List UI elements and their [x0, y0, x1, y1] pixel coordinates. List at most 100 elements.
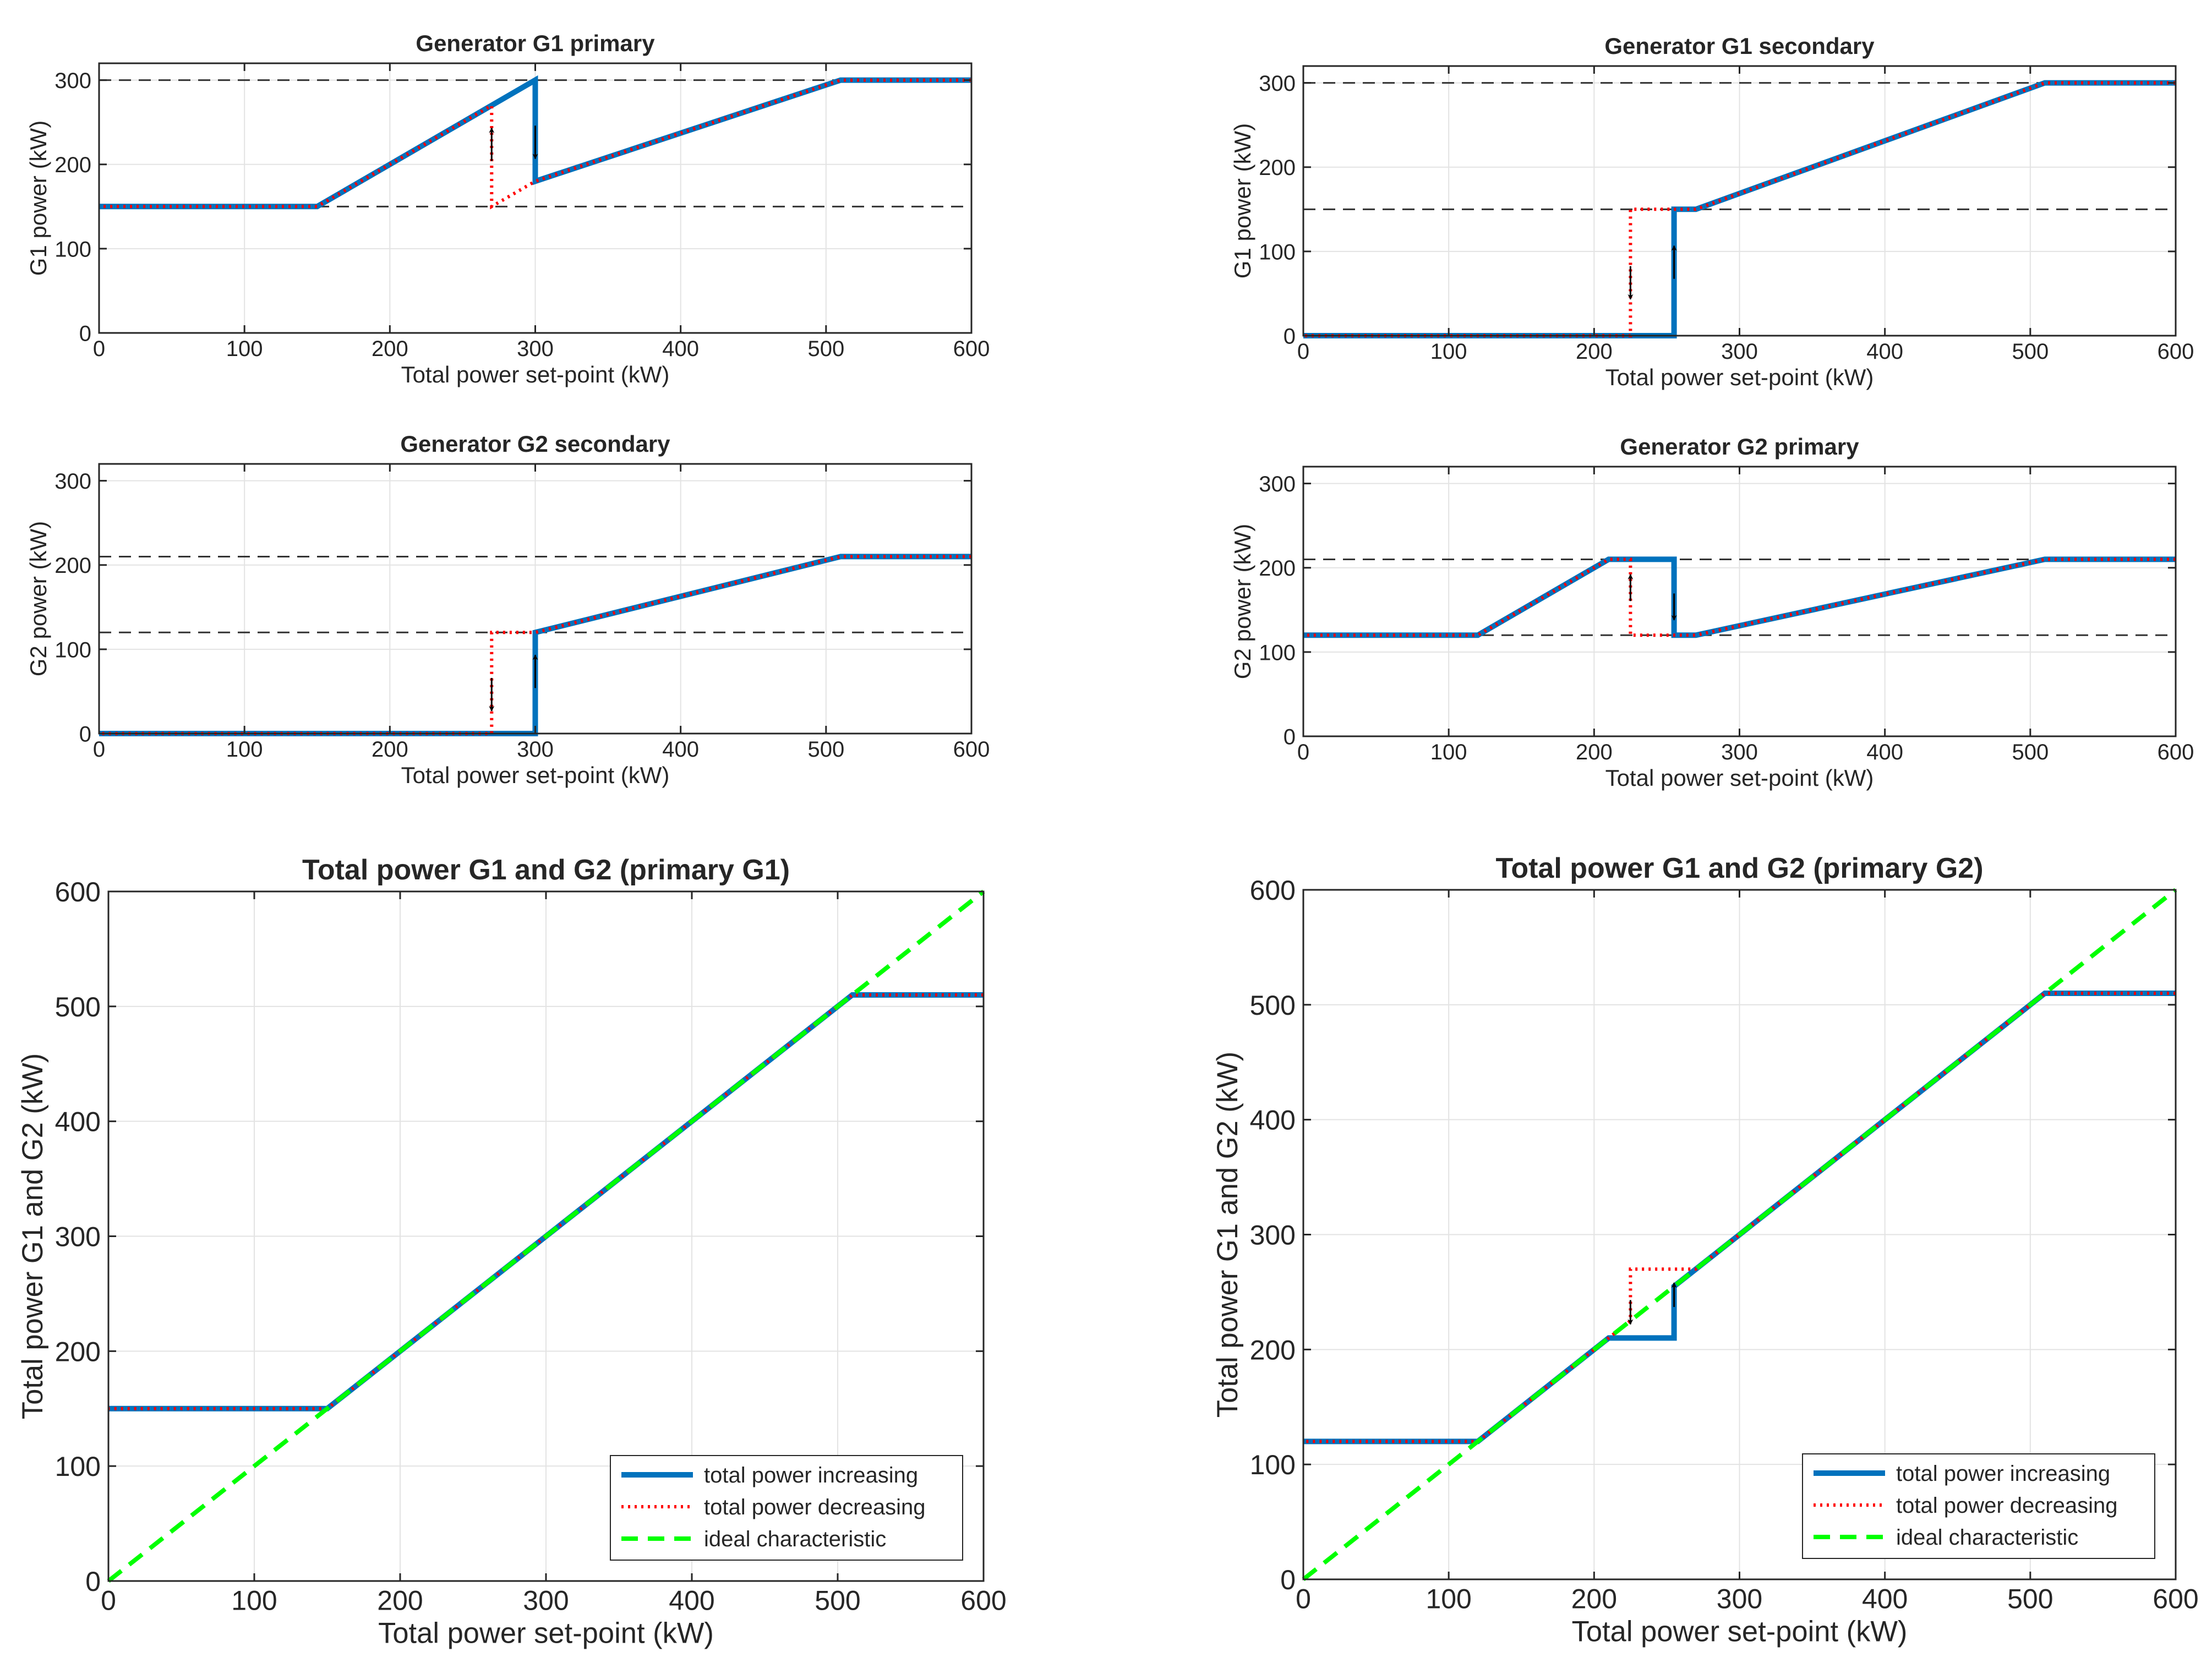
y-tick-label: 500 — [1250, 990, 1296, 1021]
x-tick-label: 400 — [662, 737, 699, 762]
x-tick-label: 600 — [2158, 740, 2194, 764]
x-tick-label: 300 — [1717, 1584, 1762, 1615]
chart-6: 0 100 200 300 400 500 600 0 100 200 300 400 500 600 To… — [1211, 852, 2199, 1648]
y-tick-label: 600 — [55, 877, 101, 907]
chart-2: 0 100 200 300 400 500 600 0 100 200 300 Generator G… — [1230, 33, 2194, 390]
x-axis-label: Total power set-point (kW) — [401, 762, 670, 788]
x-tick-label: 0 — [1296, 1584, 1311, 1615]
y-tick-label: 600 — [1250, 875, 1296, 906]
x-tick-label: 200 — [372, 737, 408, 762]
y-axis-label: Total power G1 and G2 (kW) — [17, 1053, 49, 1419]
y-axis-label: G1 power (kW) — [25, 121, 51, 276]
x-tick-label: 300 — [1721, 340, 1758, 364]
x-tick-label: 0 — [93, 337, 105, 361]
y-tick-label: 0 — [79, 722, 91, 746]
chart-3: 0 100 200 300 400 500 600 0 100 200 300 Generator G… — [25, 431, 990, 788]
x-tick-label: 400 — [662, 337, 699, 361]
x-tick-label: 600 — [953, 737, 990, 762]
x-tick-label: 200 — [1576, 340, 1613, 364]
y-tick-label: 300 — [54, 469, 91, 494]
series-ideal-characteristic — [1302, 888, 2177, 1582]
chart-title: Total power G1 and G2 (primary G2) — [1495, 852, 1983, 884]
y-tick-label: 200 — [1259, 556, 1296, 581]
y-axis-label: G2 power (kW) — [25, 521, 51, 676]
y-tick-label: 100 — [1250, 1449, 1296, 1480]
x-tick-label: 200 — [1571, 1584, 1617, 1615]
y-axis-label: G2 power (kW) — [1230, 524, 1255, 679]
x-tick-label: 300 — [523, 1585, 569, 1616]
legend-label: total power increasing — [704, 1463, 918, 1487]
x-axis-label: Total power set-point (kW) — [401, 362, 670, 387]
y-tick-label: 200 — [1250, 1334, 1296, 1365]
x-tick-label: 600 — [953, 337, 990, 361]
chart-title: Generator G2 secondary — [400, 431, 670, 457]
chart-1: 0 100 200 300 400 500 600 0 100 200 300 Generator G… — [25, 30, 990, 387]
x-tick-label: 300 — [517, 737, 554, 762]
y-tick-label: 200 — [54, 554, 91, 578]
x-tick-label: 0 — [1297, 740, 1309, 764]
chart-4: 0 100 200 300 400 500 600 0 100 200 300 Generator G… — [1230, 434, 2194, 791]
y-axis-label: Total power G1 and G2 (kW) — [1211, 1052, 1244, 1418]
y-tick-label: 100 — [54, 638, 91, 662]
series-total-power-decreasing — [99, 78, 971, 210]
x-tick-label: 500 — [807, 337, 844, 361]
legend: total power increasing total power decrea… — [610, 1455, 963, 1561]
legend-label: ideal characteristic — [1896, 1525, 2078, 1550]
y-tick-label: 100 — [54, 237, 91, 261]
x-tick-label: 500 — [815, 1585, 860, 1616]
x-axis-label: Total power set-point (kW) — [1605, 765, 1874, 791]
y-tick-label: 0 — [1280, 1564, 1296, 1595]
y-tick-label: 300 — [55, 1222, 101, 1252]
x-tick-label: 600 — [2158, 340, 2194, 364]
x-tick-label: 100 — [226, 737, 263, 762]
y-tick-label: 0 — [1283, 725, 1296, 749]
x-tick-label: 100 — [226, 337, 263, 361]
x-tick-label: 600 — [960, 1585, 1006, 1616]
x-axis-label: Total power set-point (kW) — [378, 1617, 714, 1650]
y-tick-label: 300 — [1259, 472, 1296, 496]
x-tick-label: 0 — [101, 1585, 116, 1616]
y-tick-label: 500 — [55, 992, 101, 1022]
x-tick-label: 400 — [1866, 740, 1903, 764]
legend-label: total power decreasing — [1896, 1494, 2117, 1518]
chart-title: Total power G1 and G2 (primary G1) — [302, 854, 790, 886]
y-tick-label: 400 — [55, 1107, 101, 1137]
y-tick-label: 200 — [1259, 156, 1296, 180]
y-tick-label: 100 — [55, 1451, 101, 1482]
legend: total power increasing total power decrea… — [1802, 1453, 2155, 1559]
x-tick-label: 100 — [1430, 340, 1467, 364]
y-tick-label: 300 — [54, 69, 91, 93]
y-tick-label: 200 — [54, 153, 91, 177]
legend-label: total power decreasing — [704, 1495, 925, 1519]
x-axis-label: Total power set-point (kW) — [1572, 1616, 1908, 1648]
x-tick-label: 100 — [1430, 740, 1467, 764]
x-tick-label: 500 — [807, 737, 844, 762]
x-tick-label: 300 — [1721, 740, 1758, 764]
x-tick-label: 200 — [377, 1585, 423, 1616]
chart-5: 0 100 200 300 400 500 600 0 100 200 300 400 500 600 To… — [17, 854, 1007, 1650]
y-tick-label: 200 — [55, 1336, 101, 1367]
chart-title: Generator G1 primary — [416, 30, 655, 56]
y-tick-label: 0 — [85, 1566, 101, 1597]
y-tick-label: 0 — [1283, 324, 1296, 348]
chart-title: Generator G2 primary — [1620, 434, 1859, 459]
x-tick-label: 100 — [231, 1585, 277, 1616]
x-tick-label: 0 — [93, 737, 105, 762]
y-tick-label: 100 — [1259, 240, 1296, 264]
x-tick-label: 100 — [1425, 1584, 1471, 1615]
x-tick-label: 200 — [372, 337, 408, 361]
x-tick-label: 0 — [1297, 340, 1309, 364]
series-ideal-characteristic — [107, 889, 985, 1583]
x-tick-label: 400 — [1866, 340, 1903, 364]
x-tick-label: 400 — [669, 1585, 714, 1616]
y-tick-label: 300 — [1259, 72, 1296, 96]
x-tick-label: 500 — [2012, 340, 2049, 364]
x-tick-label: 500 — [2012, 740, 2049, 764]
y-tick-label: 400 — [1250, 1105, 1296, 1136]
x-tick-label: 200 — [1576, 740, 1613, 764]
y-tick-label: 300 — [1250, 1220, 1296, 1251]
x-axis-label: Total power set-point (kW) — [1605, 364, 1874, 390]
x-tick-label: 500 — [2007, 1584, 2053, 1615]
legend-label: ideal characteristic — [704, 1527, 886, 1551]
